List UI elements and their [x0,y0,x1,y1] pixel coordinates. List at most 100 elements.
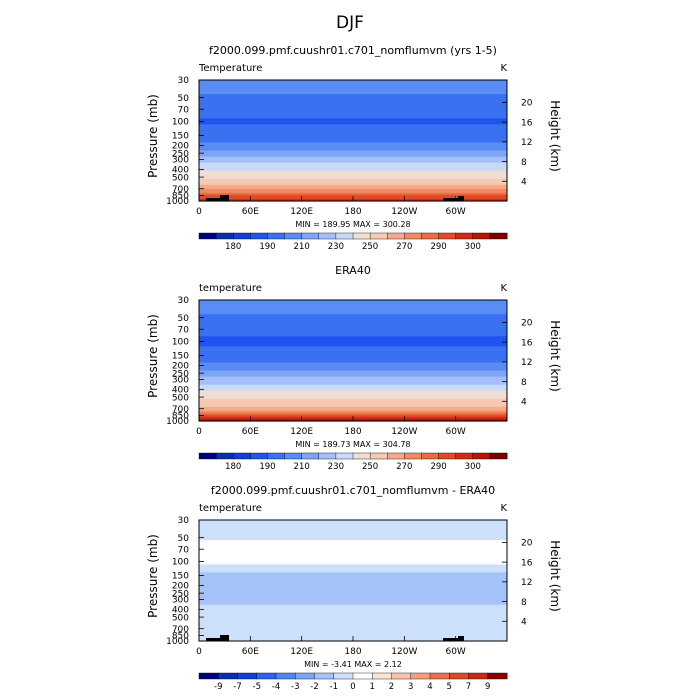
contour-band [199,358,507,362]
colorbar-box [233,452,251,460]
panel-2-stats: MIN = -3.41 MAX = 2.12 [304,660,402,669]
y-tick-label: 500 [172,613,189,623]
colorbar-box [455,452,474,460]
contour-band [199,320,507,323]
colorbar-label: 210 [294,242,310,252]
contour-band [199,166,507,170]
y-right-tick-label: 12 [521,138,532,148]
contour-band [199,136,507,140]
colorbar-box [352,672,373,680]
contour-band [199,312,507,315]
contour-band [199,300,507,303]
contour-band [199,190,507,194]
contour-band [199,118,507,121]
colorbar-label: -5 [253,682,261,692]
y-tick-label: 1000 [166,417,189,427]
panel-0-title: f2000.099.pmf.cuushr01.c701_nomflumvm (y… [209,44,497,57]
contour-band [199,630,507,634]
contour-band [199,192,507,196]
colorbar-box [410,672,431,680]
x-tick-label: 120E [290,647,313,657]
y-right-tick-label: 16 [521,118,533,128]
colorbar-label: 270 [396,242,412,252]
contour-band [199,606,507,610]
colorbar-label: 3 [408,682,413,692]
x-tick-label: 0 [196,207,202,217]
panel-0: f2000.099.pmf.cuushr01.c701_nomflumvm (y… [146,44,562,252]
contour-band [199,346,507,349]
contour-band [199,134,507,138]
x-tick-label: 180 [344,207,361,217]
colorbar-box [284,452,303,460]
panel-2-colorbar: -9 -7 -5 -4 -3 -2 -1 0 1 2 3 4 5 7 9 [198,672,508,692]
contour-band [199,576,507,580]
y-tick-label: 300 [172,156,189,166]
contour-band [199,554,507,557]
contour-band [199,566,507,569]
y-tick-label: 200 [172,582,189,592]
colorbar-box [256,672,277,680]
y-tick-label: 250 [172,149,189,159]
contour-band [199,142,507,146]
contour-band [199,322,507,325]
y-right-tick-label: 8 [521,598,527,608]
colorbar-box [250,232,268,240]
contour-band [199,562,507,565]
colorbar-box [429,672,450,680]
colorbar-box [237,672,258,680]
contour-band [199,116,507,119]
colorbar-label: 180 [225,462,241,472]
contour-band [199,326,507,329]
contour-band [199,88,507,91]
colorbar-label: 4 [427,682,432,692]
contour-band [199,408,507,412]
y-tick-label: 200 [172,142,189,152]
colorbar-box [267,452,286,460]
contour-band [199,524,507,527]
contour-band [199,144,507,148]
contour-band [199,86,507,89]
panel-2-ylabel-right: Height (km) [548,540,562,611]
contour-band [199,412,507,416]
contour-band [199,558,507,561]
y-tick-label: 500 [172,173,189,183]
x-tick-label: 120W [391,427,417,437]
panel-0-colorbar: 180 190 210 230 250 270 290 300 [198,232,508,252]
contour-band [199,396,507,400]
colorbar-label: 250 [362,462,378,472]
contour-band [199,526,507,529]
y-tick-label: 100 [172,558,189,568]
contour-band [199,124,507,127]
colorbar-label: 180 [225,242,241,252]
colorbar-box [301,452,320,460]
colorbar-box [449,672,469,680]
contour-band [199,94,507,97]
y-tick-label: 50 [178,314,190,324]
contour-band [199,302,507,305]
contour-band [199,574,507,578]
colorbar-box [438,232,457,240]
y-right-tick-label: 4 [521,177,527,187]
panel-1-stats: MIN = 189.73 MAX = 304.78 [295,440,410,449]
contour-band [199,602,507,606]
panel-1-colorbar: 180 190 210 230 250 270 290 300 [198,452,508,472]
y-right-tick-label: 8 [521,158,527,168]
contour-band [199,170,507,174]
contour-band [199,140,507,144]
contour-band [199,178,507,182]
contour-band [199,318,507,321]
y-tick-label: 100 [172,338,189,348]
contour-band [199,594,507,598]
contour-band [199,180,507,184]
y-tick-label: 70 [178,325,190,335]
contour-band [199,106,507,109]
contour-band [199,362,507,366]
panel-1-ylabel-right: Height (km) [548,320,562,391]
colorbar-box [404,232,422,240]
contour-band [199,546,507,549]
colorbar-box [284,232,303,240]
colorbar-label: -7 [233,682,241,692]
colorbar-label: -2 [310,682,318,692]
contour-band [199,188,507,192]
